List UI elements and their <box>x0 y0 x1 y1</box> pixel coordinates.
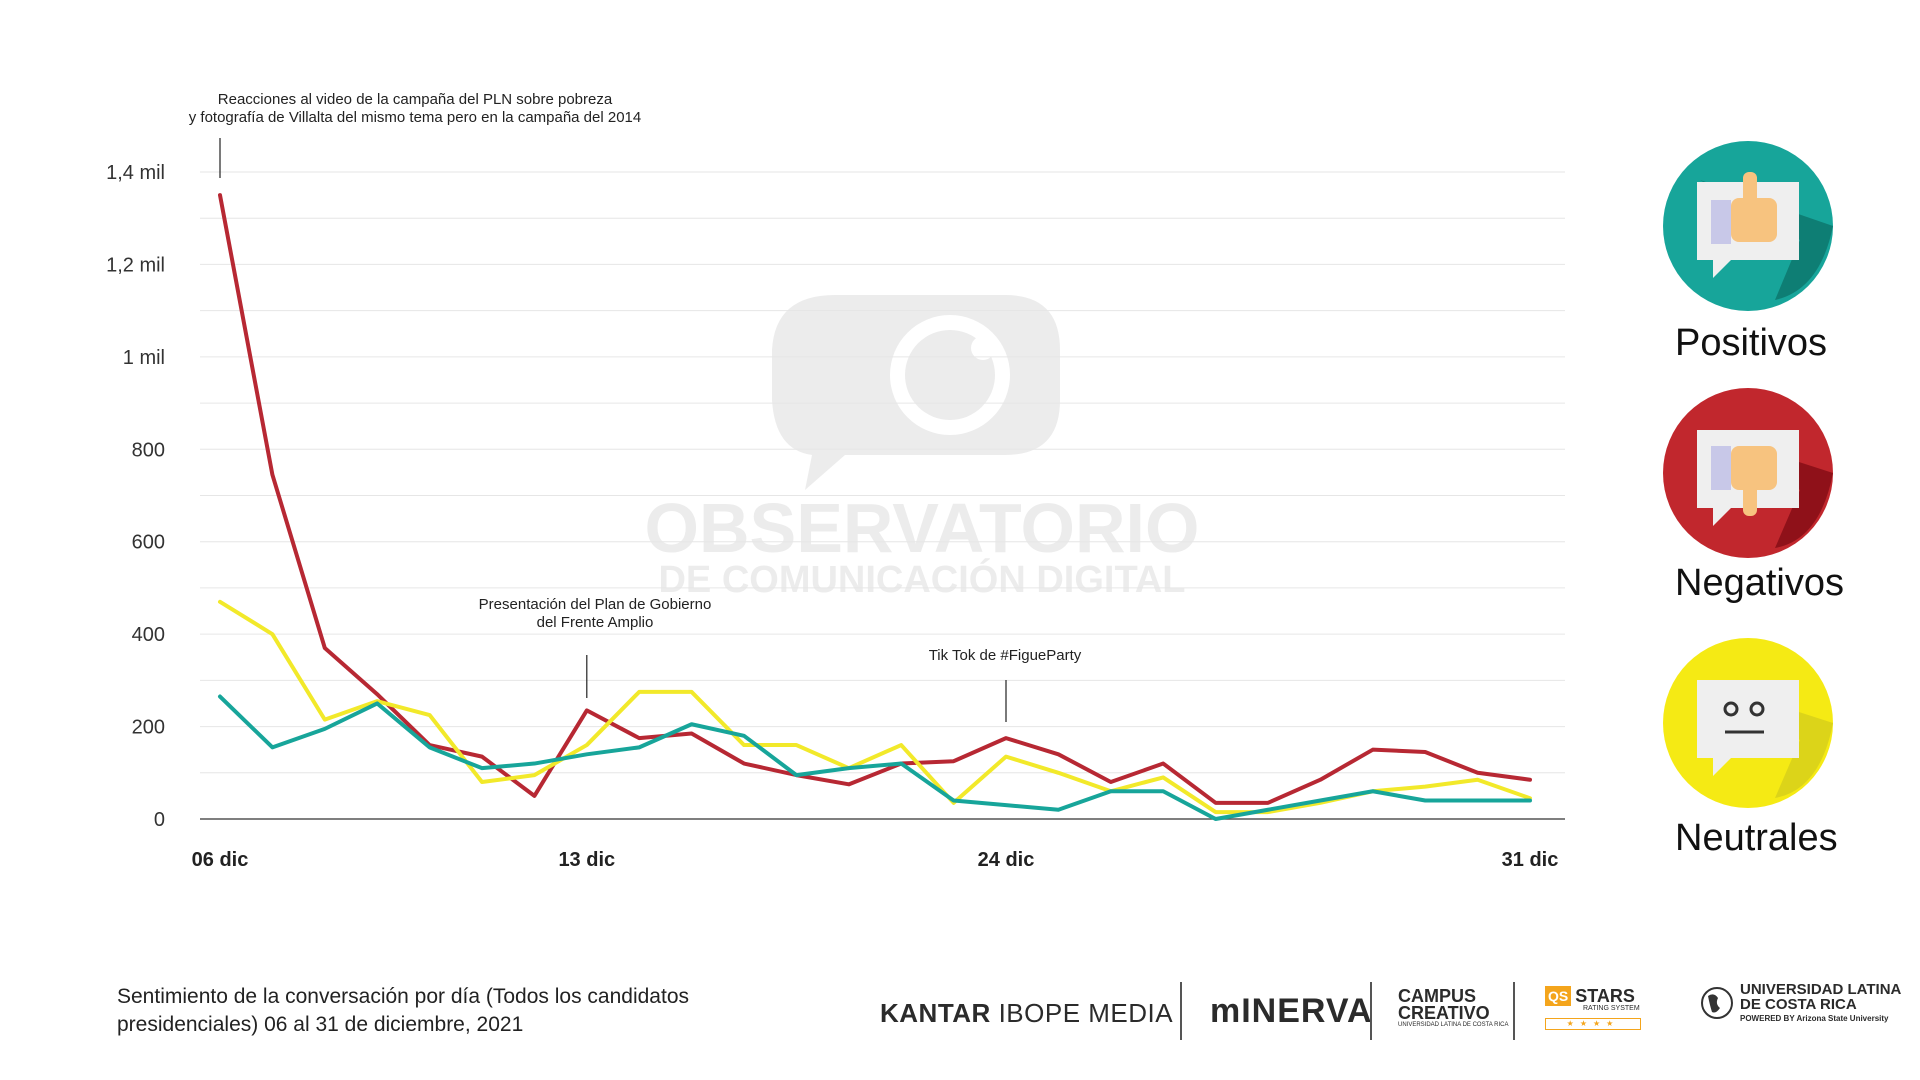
logo-divider <box>1180 982 1182 1040</box>
series-positivos <box>218 694 1532 821</box>
y-tick-label: 400 <box>132 624 165 646</box>
annotations: Reacciones al video de la campaña del PL… <box>189 91 1082 722</box>
chart-caption: Sentimiento de la conversación por día (… <box>117 985 690 1036</box>
grid-lines <box>200 171 1565 774</box>
annotation-text: Presentación del Plan de Gobierno <box>479 596 712 613</box>
series-line <box>218 694 1532 821</box>
annotation: Reacciones al video de la campaña del PL… <box>189 91 642 178</box>
y-tick-label: 800 <box>132 439 165 461</box>
y-axis-ticks: 0 200 400 600 800 1 mil 1,2 mil 1,4 mil <box>106 162 165 831</box>
annotation-text: Tik Tok de #FigueParty <box>929 647 1082 664</box>
legend-label-negativos: Negativos <box>1675 562 1844 604</box>
x-axis-ticks: 06 dic 13 dic 24 dic 31 dic <box>192 849 1559 871</box>
legend-neutrales <box>1663 638 1833 808</box>
series-lines <box>218 193 1532 821</box>
x-tick-label: 06 dic <box>192 849 249 871</box>
watermark: OBSERVATORIO DE COMUNICACIÓN DIGITAL <box>645 295 1200 601</box>
legend-label-neutrales: Neutrales <box>1675 817 1838 859</box>
sponsor-logos: KANTAR IBOPE MEDIA mINERVA CAMPUS CREATI… <box>880 980 1901 1040</box>
series-negativos <box>218 193 1532 805</box>
y-tick-label: 0 <box>154 809 165 831</box>
series-line <box>218 193 1532 805</box>
annotation-text: y fotografía de Villalta del mismo tema … <box>189 109 642 126</box>
minerva-logo: mINERVA <box>1210 992 1373 1030</box>
logo-divider <box>1370 982 1372 1040</box>
legend-label-positivos: Positivos <box>1675 322 1827 364</box>
kantar-ibope-logo: KANTAR IBOPE MEDIA <box>880 998 1174 1028</box>
legend-positivos <box>1663 141 1833 311</box>
legend: Positivos Negativos Neutrales <box>1663 141 1844 859</box>
annotation-text: Reacciones al video de la campaña del PL… <box>218 91 613 108</box>
y-tick-label: 600 <box>132 532 165 554</box>
x-tick-label: 13 dic <box>558 849 615 871</box>
sentiment-chart: OBSERVATORIO DE COMUNICACIÓN DIGITAL 0 20… <box>106 91 1844 871</box>
logo-divider <box>1513 982 1515 1040</box>
watermark-subtitle: DE COMUNICACIÓN DIGITAL <box>658 557 1185 601</box>
x-tick-label: 31 dic <box>1502 849 1559 871</box>
campus-creativo-logo: CAMPUS CREATIVO UNIVERSIDAD LATINA DE CO… <box>1398 986 1509 1028</box>
annotation-text: del Frente Amplio <box>537 614 654 631</box>
watermark-title: OBSERVATORIO <box>645 489 1200 567</box>
x-tick-label: 24 dic <box>978 849 1035 871</box>
y-tick-label: 1,4 mil <box>106 162 165 184</box>
qs-stars-logo: QS STARS RATING SYSTEM ★★★★ <box>1545 986 1645 1030</box>
legend-negativos <box>1663 388 1833 558</box>
y-tick-label: 1 mil <box>123 347 165 369</box>
annotation: Tik Tok de #FigueParty <box>929 647 1082 722</box>
globe-icon <box>1701 987 1733 1019</box>
series-line <box>218 599 1532 815</box>
series-neutrales <box>218 599 1532 815</box>
y-tick-label: 1,2 mil <box>106 254 165 276</box>
y-tick-label: 200 <box>132 717 165 739</box>
